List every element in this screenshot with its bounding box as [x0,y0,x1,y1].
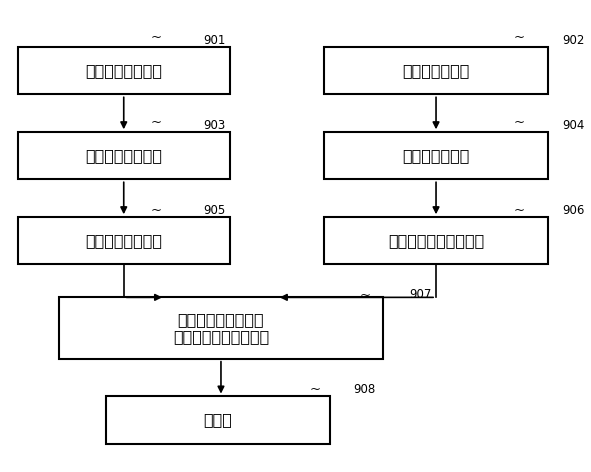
Text: ~: ~ [151,31,162,44]
Text: ~: ~ [360,288,371,302]
Text: ~: ~ [151,203,162,217]
FancyBboxPatch shape [324,47,548,94]
FancyBboxPatch shape [18,132,230,179]
FancyBboxPatch shape [18,47,230,94]
Text: チップを印刷導電性
表面に対して押圧する: チップを印刷導電性 表面に対して押圧する [173,312,269,344]
Text: 903: 903 [203,118,226,132]
Text: ~: ~ [514,203,524,217]
Text: ~: ~ [514,31,524,44]
Text: 後処理: 後処理 [203,413,232,428]
Text: 901: 901 [203,34,226,47]
Text: 基板を製造する: 基板を製造する [402,63,470,78]
FancyBboxPatch shape [324,132,548,179]
Text: 基板を準備する: 基板を準備する [402,148,470,163]
Text: ~: ~ [310,383,321,396]
FancyBboxPatch shape [18,217,230,264]
Text: チップを製造する: チップを製造する [85,63,163,78]
Text: 907: 907 [410,288,432,302]
Text: ~: ~ [151,116,162,129]
Text: 908: 908 [353,383,376,396]
Text: 902: 902 [563,34,585,47]
FancyBboxPatch shape [106,396,330,444]
Text: 905: 905 [203,203,226,217]
FancyBboxPatch shape [324,217,548,264]
Text: ~: ~ [514,116,524,129]
Text: 導電性表面を印刷する: 導電性表面を印刷する [388,233,484,248]
FancyBboxPatch shape [59,297,383,359]
Text: チップを準備する: チップを準備する [85,148,163,163]
Text: 906: 906 [563,203,585,217]
Text: チップを加熱する: チップを加熱する [85,233,163,248]
Text: 904: 904 [563,118,585,132]
